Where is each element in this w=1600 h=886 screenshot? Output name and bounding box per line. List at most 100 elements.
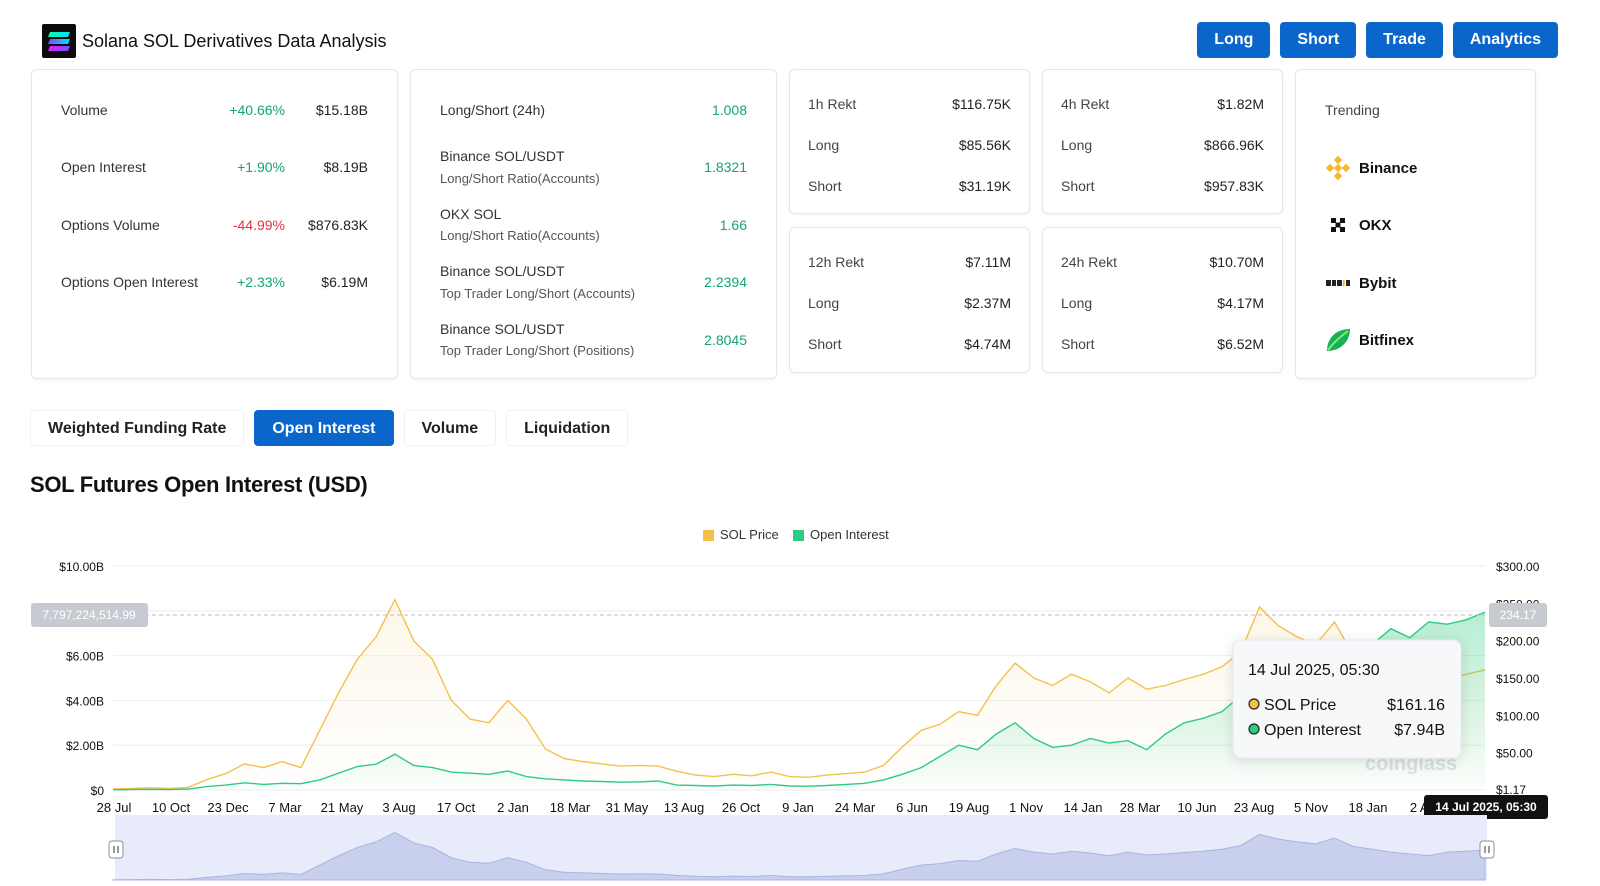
x-tick-label: 2 Jan	[497, 800, 529, 815]
x-tick-label: 10 Jun	[1177, 800, 1216, 815]
ls-value: 1.8321	[704, 159, 747, 175]
trade-button[interactable]: Trade	[1366, 22, 1443, 58]
tooltip-price-value: $161.16	[1387, 697, 1445, 714]
ls-sublabel: Top Trader Long/Short (Accounts)	[440, 286, 636, 301]
metric-label: Open Interest	[61, 159, 146, 175]
tab-open-interest[interactable]: Open Interest	[254, 410, 394, 446]
x-tick-label: 23 Aug	[1234, 800, 1275, 815]
metric-value: $15.18B	[315, 102, 368, 118]
x-tick-label: 6 Jun	[896, 800, 928, 815]
y-right-tick-label: $150.00	[1496, 672, 1540, 686]
rekt-long-label: Long	[1061, 137, 1093, 153]
rekt-long: $85.56K	[958, 137, 1011, 153]
x-tick-label: 3 Aug	[382, 800, 415, 815]
range-navigator[interactable]	[115, 815, 1487, 880]
chart-tooltip: 14 Jul 2025, 05:30 SOL Price $161.16 Ope…	[1232, 639, 1462, 759]
rekt-card-12h: 12h Rekt $7.11M Long $2.37M Short $4.74M	[789, 227, 1030, 373]
x-tick-label: 10 Oct	[152, 800, 191, 815]
coinglass-watermark: coinglass	[1365, 753, 1457, 775]
okx-icon	[1331, 218, 1345, 232]
navigator-right-handle[interactable]	[1479, 840, 1495, 859]
x-tick-label: 18 Mar	[550, 800, 591, 815]
ls-value: 1.66	[719, 217, 747, 233]
legend-label-price: SOL Price	[720, 527, 779, 542]
y-right-tick-label: $1.17	[1496, 783, 1526, 797]
short-button[interactable]: Short	[1280, 22, 1357, 58]
rekt-short-label: Short	[808, 178, 842, 194]
y-left-tick-label: $6.00B	[66, 650, 104, 664]
rekt-long: $4.17M	[1217, 295, 1264, 311]
ls-sublabel: Long/Short Ratio(Accounts)	[440, 171, 600, 186]
x-tick-label: 17 Oct	[437, 800, 476, 815]
rekt-card-4h: 4h Rekt $1.82M Long $866.96K Short $957.…	[1042, 69, 1283, 214]
rekt-short-label: Short	[808, 336, 842, 352]
crosshair-left-label: 7,797,224,514.99	[42, 608, 136, 622]
y-left-tick-label: $2.00B	[66, 739, 104, 753]
rekt-short-label: Short	[1061, 336, 1095, 352]
tooltip-price-label: SOL Price	[1264, 697, 1336, 714]
tab-volume[interactable]: Volume	[403, 410, 497, 446]
x-tick-label: 14 Jan	[1063, 800, 1102, 815]
binance-icon	[1325, 155, 1351, 181]
y-right-tick-label: $50.00	[1496, 747, 1533, 761]
trending-card: Trending Binance OKX	[1295, 69, 1536, 379]
ls-label: Binance SOL/USDT	[440, 321, 565, 337]
metric-label: Volume	[61, 102, 108, 118]
crosshair-right-label-bg	[1489, 603, 1547, 627]
x-tick-label: 24 Mar	[835, 800, 876, 815]
legend-swatch-oi	[793, 530, 804, 541]
rekt-total: $116.75K	[952, 96, 1011, 112]
tab-weighted-funding-rate[interactable]: Weighted Funding Rate	[30, 410, 245, 446]
trending-label: OKX	[1359, 216, 1392, 234]
x-tick-label: 9 Jan	[782, 800, 814, 815]
x-tick-label: 31 May	[606, 800, 649, 815]
trending-item-bitfinex[interactable]: Bitfinex	[1325, 326, 1414, 354]
long-button[interactable]: Long	[1197, 22, 1271, 58]
ls-sublabel: Top Trader Long/Short (Positions)	[440, 343, 635, 358]
rekt-long-label: Long	[808, 137, 840, 153]
trending-item-bybit[interactable]: Bybit	[1325, 269, 1397, 297]
ls-label: Binance SOL/USDT	[440, 263, 565, 279]
x-tick-label: 5 Nov	[1294, 800, 1328, 815]
x-tick-label: 21 May	[321, 800, 364, 815]
navigator-left-handle[interactable]	[108, 840, 124, 859]
y-left-tick-label: $8.00B	[66, 605, 104, 619]
crosshair-x-label: 14 Jul 2025, 05:30	[1435, 800, 1537, 814]
metric-label: Options Open Interest	[61, 274, 198, 290]
crosshair-right-label: 234.17	[1500, 608, 1537, 622]
rekt-total: $10.70M	[1209, 254, 1264, 270]
x-tick-label: 19 Aug	[949, 800, 990, 815]
y-left-tick-label: $4.00B	[66, 694, 104, 708]
x-tick-label: 28 Jul	[97, 800, 132, 815]
rekt-title: 1h Rekt	[808, 96, 857, 112]
ls-value: 1.008	[711, 102, 747, 118]
metric-change: +40.66%	[229, 102, 285, 118]
chart-title: SOL Futures Open Interest (USD)	[30, 472, 368, 497]
x-tick-label: 23 Dec	[207, 800, 249, 815]
trending-item-binance[interactable]: Binance	[1325, 154, 1417, 182]
open-interest-area	[113, 612, 1485, 790]
rekt-card-1h: 1h Rekt $116.75K Long $85.56K Short $31.…	[789, 69, 1030, 214]
trending-item-okx[interactable]: OKX	[1325, 211, 1392, 239]
tooltip-oi-value: $7.94B	[1394, 722, 1445, 739]
analytics-button[interactable]: Analytics	[1452, 22, 1558, 58]
ls-label: Binance SOL/USDT	[440, 148, 565, 164]
metric-change: -44.99%	[232, 217, 285, 233]
tooltip-date: 14 Jul 2025, 05:30	[1248, 662, 1380, 679]
metric-change: +1.90%	[237, 159, 285, 175]
overview-card: Volume +40.66% $15.18B Open Interest +1.…	[31, 69, 398, 379]
ls-value: 2.2394	[704, 274, 747, 290]
tab-liquidation[interactable]: Liquidation	[506, 410, 629, 446]
navigator-mini-series	[112, 832, 1486, 881]
crosshair-x-label-bg	[1424, 795, 1548, 819]
trending-label: Binance	[1359, 159, 1418, 177]
x-tick-label: 26 Oct	[722, 800, 761, 815]
metric-value: $876.83K	[308, 217, 368, 233]
legend-label-oi: Open Interest	[810, 527, 889, 542]
rekt-total: $1.82M	[1217, 96, 1264, 112]
rekt-short: $957.83K	[1204, 178, 1264, 194]
ls-value: 2.8045	[704, 332, 747, 348]
rekt-short: $6.52M	[1217, 336, 1264, 352]
open-interest-series-line	[112, 611, 1486, 791]
x-tick-label: 1 Nov	[1009, 800, 1043, 815]
